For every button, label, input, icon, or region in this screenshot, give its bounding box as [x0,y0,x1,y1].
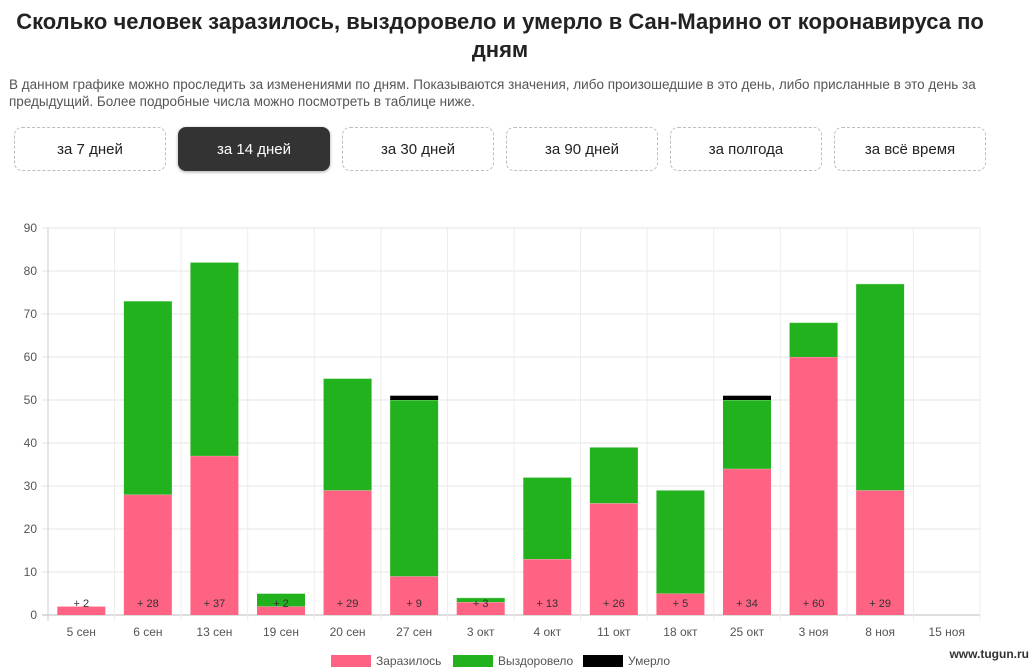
page-title: Сколько человек заразилось, выздоровело … [16,9,984,62]
bar-recovered [589,447,638,504]
bar-infected [257,606,305,615]
bar-value-label: + 29 [869,598,891,610]
bar-died [723,395,771,400]
tab-14-days[interactable]: за 14 дней [178,127,330,171]
x-tick-label: 4 окт [534,625,562,639]
bar-value-label: + 3 [473,598,489,610]
legend-swatch [331,655,371,667]
tab-all-time[interactable]: за всё время [834,127,986,171]
bar-recovered [257,593,305,607]
bar-infected [390,576,439,615]
y-tick-label: 10 [24,565,38,579]
bar-value-label: + 9 [406,598,422,610]
x-tick-label: 5 сен [67,625,96,639]
bar-infected [123,494,172,615]
y-tick-label: 0 [30,608,37,622]
y-tick-label: 40 [24,436,38,450]
bar-recovered [656,490,705,594]
chart-description: В данном графике можно проследить за изм… [9,77,976,109]
bar-died [390,395,439,400]
x-tick-label: 18 окт [663,625,698,639]
bar-infected [856,490,905,615]
bar-value-label: + 37 [204,598,226,610]
x-tick-label: 3 окт [467,625,495,639]
bar-recovered [789,322,838,357]
bar-value-label: + 29 [337,598,359,610]
x-tick-label: 3 ноя [799,625,829,639]
bar-infected [190,455,239,615]
bar-recovered [856,283,905,491]
x-tick-label: 25 окт [730,625,765,639]
y-tick-label: 60 [24,350,38,364]
legend-label: Умерло [628,654,670,668]
x-tick-label: 13 сен [196,625,232,639]
bar-value-label: + 60 [803,598,825,610]
bar-value-label: + 34 [736,598,758,610]
bar-infected [789,357,838,615]
bar-value-label: + 28 [137,598,159,610]
bar-recovered [323,378,372,491]
legend-label: Выздоровело [498,654,574,668]
tab-90-days[interactable]: за 90 дней [506,127,658,171]
legend-swatch [453,655,493,667]
x-tick-label: 11 окт [597,625,631,639]
bar-value-label: + 2 [273,598,289,610]
bar-recovered [723,400,771,469]
period-tabs: за 7 дней за 14 дней за 30 дней за 90 дн… [14,127,994,173]
bar-infected [456,602,505,615]
y-tick-label: 30 [24,479,38,493]
bar-infected [656,593,705,615]
stacked-bar-chart: 0 10 20 30 40 50 60 70 80 90 + 2 5 сен + 28 6 сен + 37… [24,221,981,668]
bar-recovered [390,400,439,577]
bar-infected [523,559,572,615]
bar-infected [589,503,638,615]
y-tick-label: 20 [24,522,38,536]
bar-value-label: + 2 [73,598,89,610]
watermark: www.tugun.ru [949,647,1029,661]
bar-recovered [456,597,505,603]
tab-30-days[interactable]: за 30 дней [342,127,494,171]
bar-infected [57,606,106,615]
y-tick-label: 90 [24,221,38,235]
y-tick-label: 50 [24,393,38,407]
bar-value-label: + 5 [673,598,689,610]
bar-recovered [123,301,172,495]
x-tick-label: 15 ноя [928,625,964,639]
bar-recovered [523,477,572,560]
bar-infected [323,490,372,615]
legend-label: Заразилось [376,654,441,668]
legend-swatch [583,655,623,667]
bar-value-label: + 13 [536,598,558,610]
x-tick-label: 19 сен [263,625,299,639]
x-tick-label: 6 сен [133,625,162,639]
tab-7-days[interactable]: за 7 дней [14,127,166,171]
x-tick-label: 27 сен [396,625,432,639]
bar-infected [723,468,771,615]
bar-recovered [190,262,239,456]
bar-value-label: + 26 [603,598,625,610]
x-tick-label: 8 ноя [865,625,895,639]
y-tick-label: 80 [24,264,38,278]
y-tick-label: 70 [24,307,38,321]
x-tick-label: 20 сен [330,625,366,639]
tab-half-year[interactable]: за полгода [670,127,822,171]
